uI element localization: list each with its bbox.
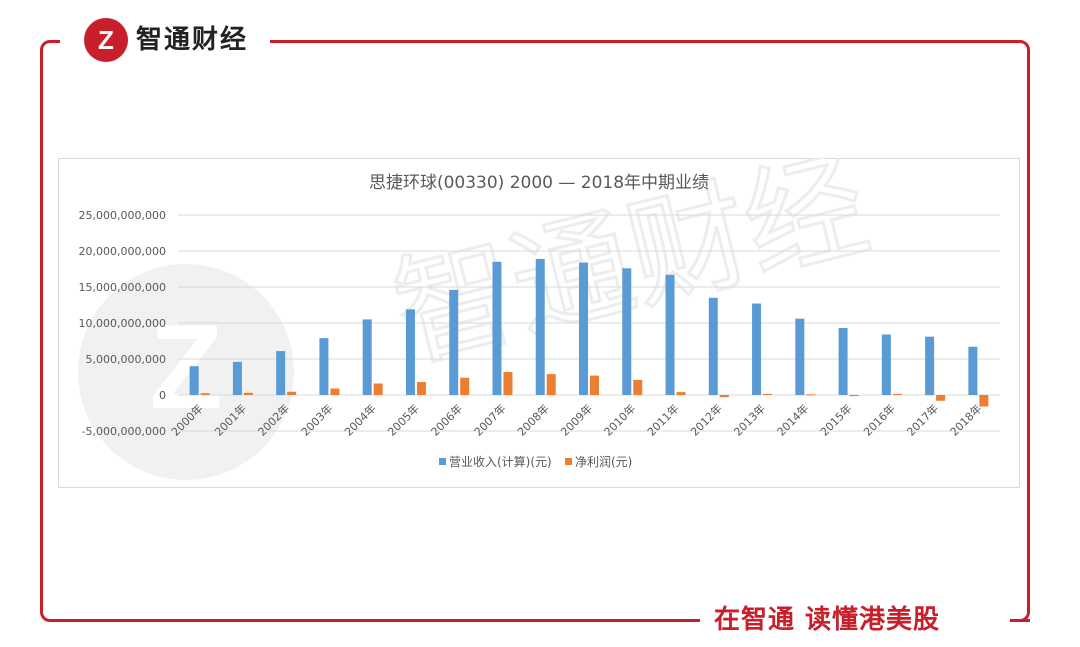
profit-bar [330,388,340,395]
x-tick-label: 2017年 [904,401,941,438]
chart-title: 思捷环球(00330) 2000 — 2018年中期业绩 [369,173,709,193]
x-tick-label: 2006年 [428,401,465,438]
profit-bar [763,393,773,395]
revenue-bar [405,309,415,395]
profit-bar [892,393,902,395]
revenue-bar [752,303,762,395]
legend-label-profit: 净利润(元) [575,455,632,469]
profit-bar [719,395,729,398]
x-tick-label: 2010年 [601,401,638,438]
x-tick-label: 2003年 [298,401,335,438]
brand-name: 智通财经 [136,25,249,55]
revenue-bar [881,334,891,395]
revenue-bar [665,274,675,395]
profit-bar [979,395,989,407]
revenue-bar [232,361,242,395]
revenue-bar [622,268,632,395]
x-tick-label: 2008年 [514,401,551,438]
profit-bar [590,375,599,395]
profit-bar [806,394,816,396]
profit-bar [416,382,426,395]
profit-bar [460,377,470,395]
y-tick-label: 5,000,000,000 [86,353,166,366]
x-tick-label: 2012年 [687,401,724,438]
slogan-text: 在智通 读懂港美股 [714,605,941,635]
profit-bar [373,383,383,395]
profit-bar [633,379,643,395]
revenue-bar [795,318,805,395]
y-tick-label: 25,000,000,000 [79,209,166,222]
legend-swatch-profit [565,458,572,465]
x-tick-label: 2015年 [817,401,854,438]
x-tick-label: 2011年 [644,401,681,438]
profit-bar [676,392,686,395]
revenue-bar [838,328,848,395]
zhitong-logo-icon: Z [84,18,128,62]
x-tick-label: 2004年 [341,401,378,438]
revenue-bar [708,297,718,395]
legend-swatch-revenue [439,458,446,465]
x-tick-label: 2013年 [731,401,768,438]
slogan-dash-right [1012,619,1030,622]
profit-bar [936,395,946,401]
y-tick-label: 0 [159,389,166,402]
x-tick-label: 2009年 [558,401,595,438]
revenue-bar [579,262,588,395]
revenue-bar [492,261,502,395]
svg-text:Z: Z [98,25,114,55]
profit-bar [546,374,556,395]
x-tick-label: 2016年 [860,401,897,438]
profit-bar [243,392,253,395]
bar-chart: Z 智通财经 思捷环球(00330) 2000 — 2018年中期业绩 25,0… [78,158,1000,480]
revenue-bar [535,258,545,395]
revenue-bar [968,346,978,395]
y-tick-label: 20,000,000,000 [79,245,166,258]
revenue-bar [362,319,372,395]
x-tick-label: 2014年 [774,401,811,438]
slogan-area [700,596,1010,646]
profit-bar [503,371,513,395]
x-tick-label: 2005年 [385,401,422,438]
revenue-bar [319,338,329,395]
watermark-logo-letter: Z [149,300,222,434]
y-tick-label: -5,000,000,000 [82,425,166,438]
revenue-bar [189,366,199,395]
profit-bar [200,393,210,395]
profit-bar [287,391,297,395]
y-tick-label: 15,000,000,000 [79,281,166,294]
revenue-bar [925,336,935,395]
x-tick-label: 2007年 [471,401,508,438]
revenue-bar [276,351,286,395]
red-frame [40,40,1030,622]
legend-label-revenue: 营业收入(计算)(元) [449,454,552,469]
revenue-bar [449,289,459,395]
x-tick-label: 2018年 [947,401,984,438]
profit-bar [849,395,859,397]
y-tick-label: 10,000,000,000 [79,317,166,330]
